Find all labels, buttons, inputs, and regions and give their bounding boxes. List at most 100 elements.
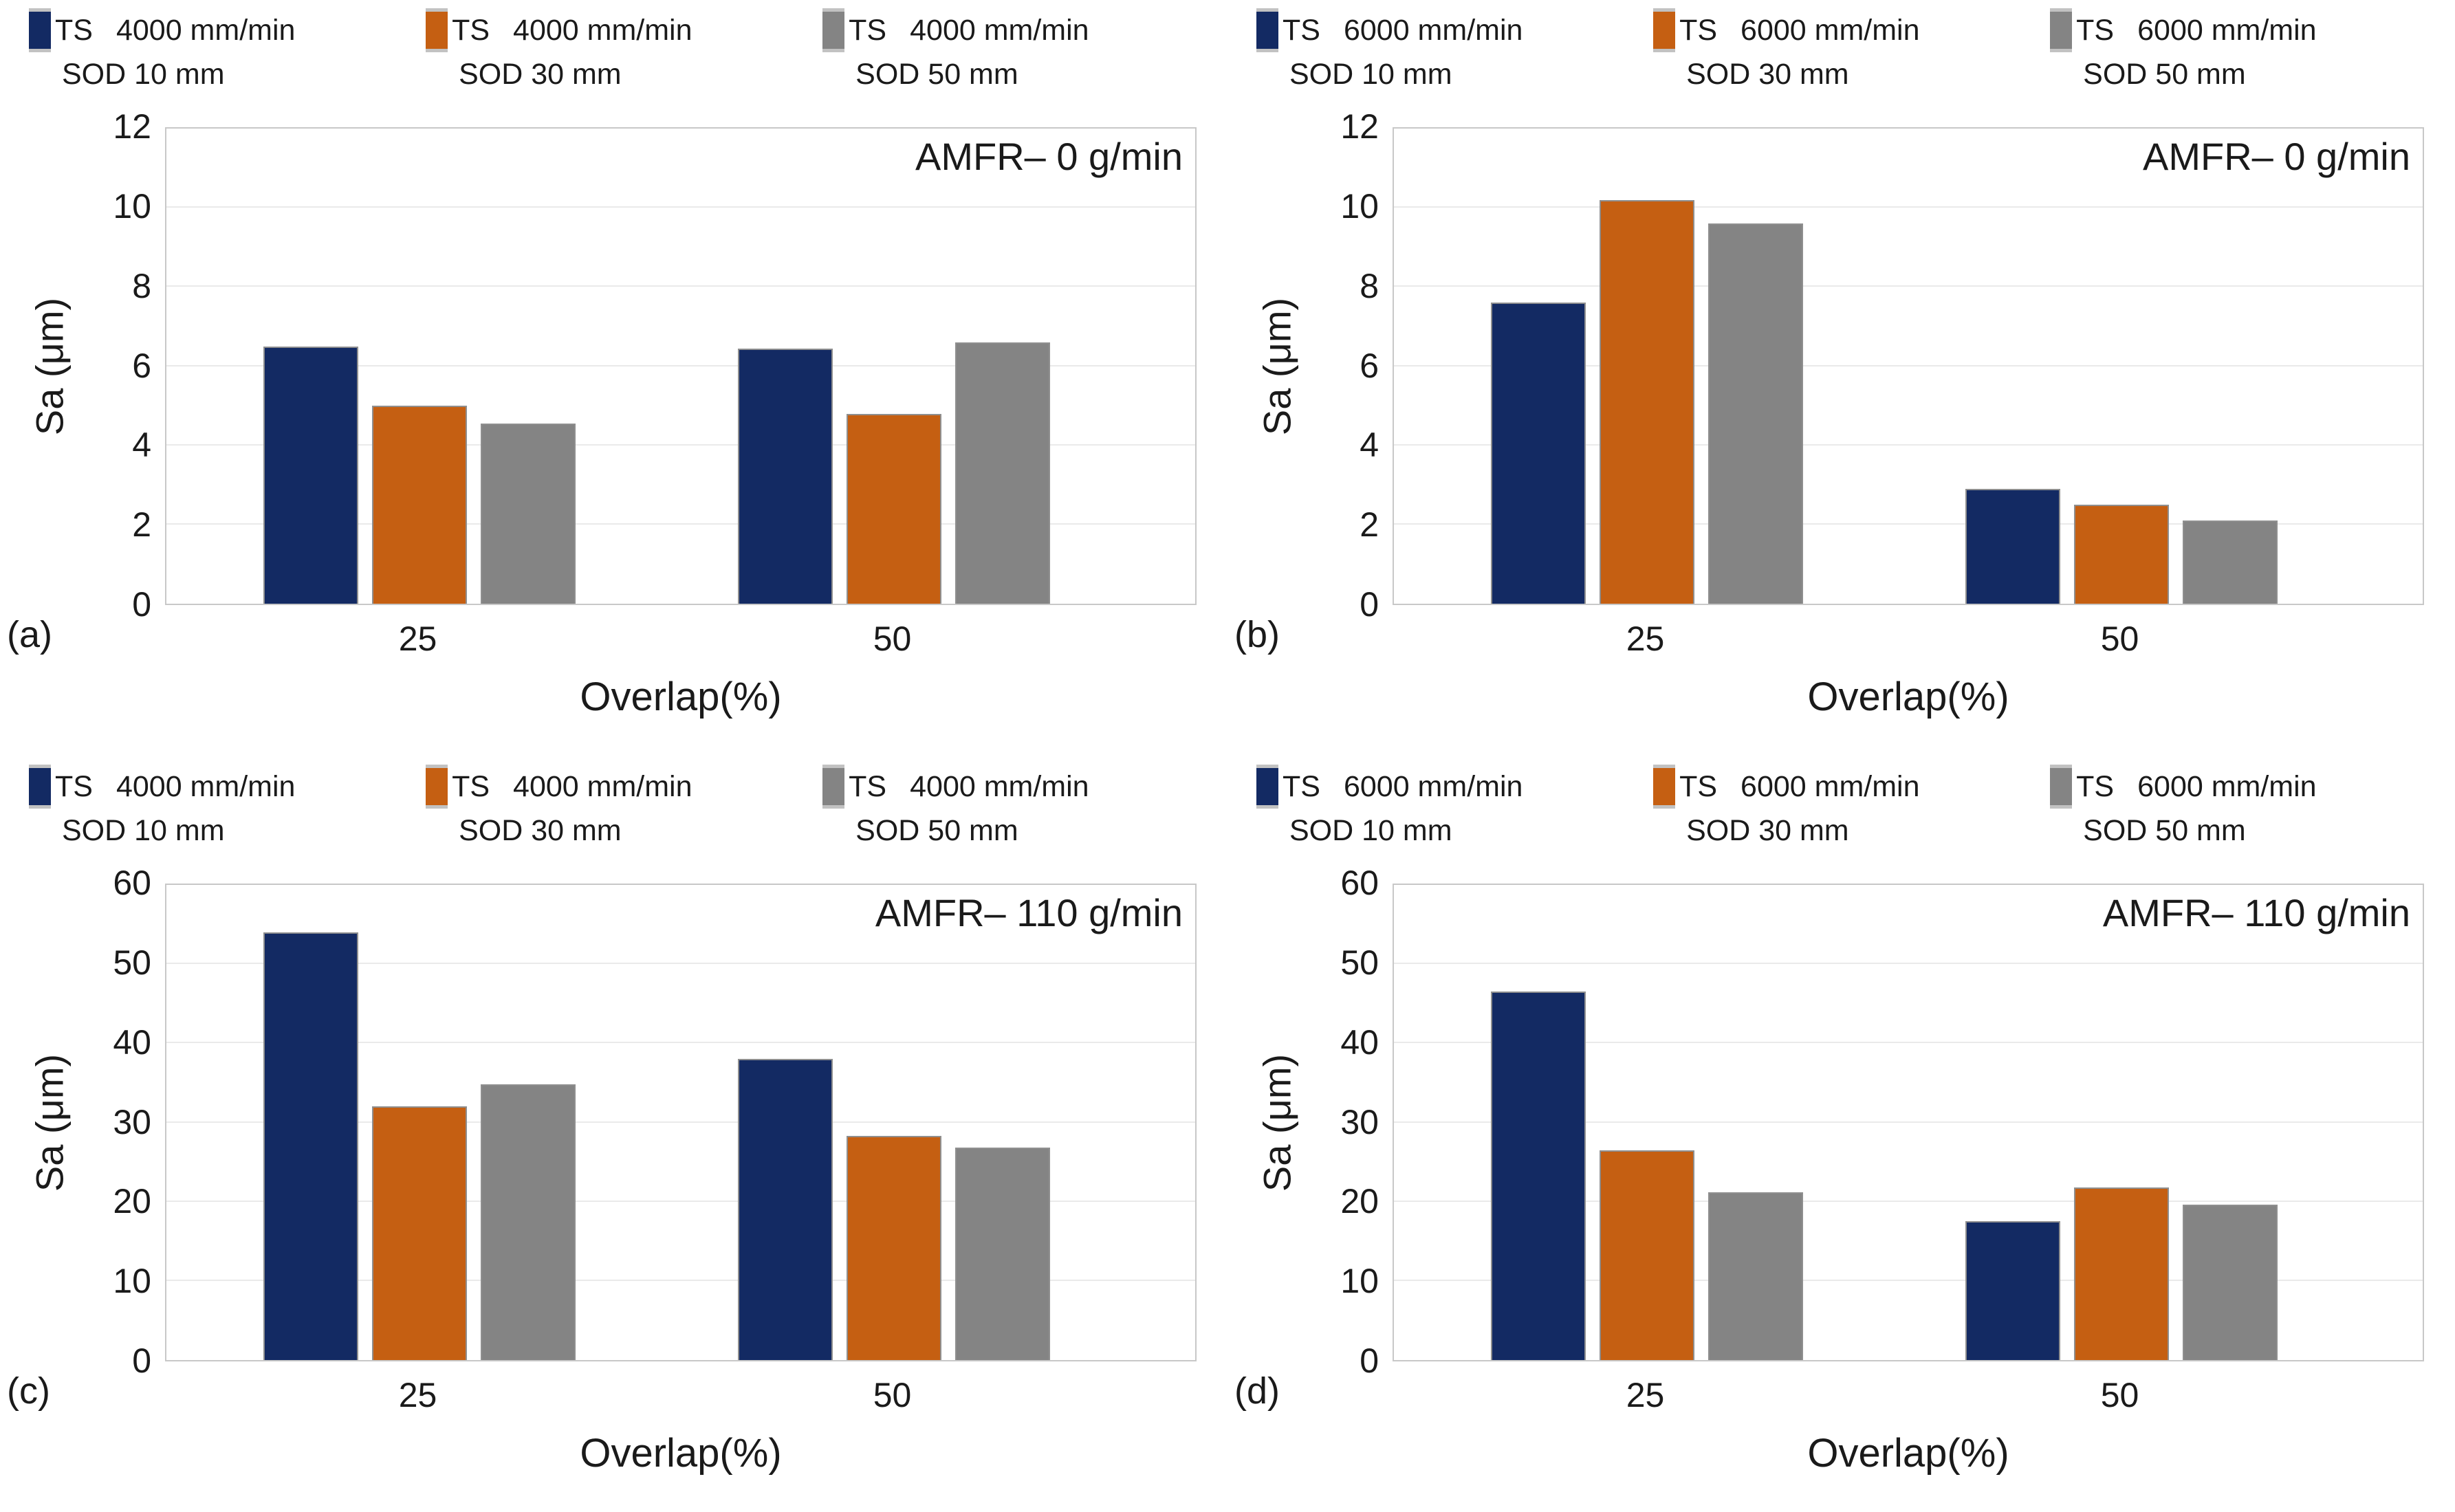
plot-area: AMFR– 0 g/min — [1393, 127, 2424, 605]
y-tick-label: 30 — [113, 1102, 151, 1141]
legend-entry: TS 4000 mm/min SOD 10 mm — [29, 765, 426, 848]
legend-row: TS 4000 mm/min — [29, 765, 426, 809]
legend-sod-label: SOD 10 mm — [62, 814, 225, 847]
legend-row: TS 4000 mm/min — [426, 765, 822, 809]
y-axis-label: Sa (μm) — [28, 1053, 72, 1192]
bar-sod-30-mm — [846, 413, 941, 604]
plot-area: AMFR– 0 g/min — [165, 127, 1197, 605]
legend-ts-label: TS — [1283, 13, 1320, 47]
plot-area: AMFR– 110 g/min — [1393, 884, 2424, 1361]
gridline — [166, 206, 1195, 208]
gridline — [166, 1121, 1195, 1123]
legend-ts-label: TS — [1679, 13, 1718, 47]
y-tick-label: 60 — [113, 864, 151, 902]
y-tick-label: 0 — [1360, 585, 1379, 624]
bar-sod-30-mm — [1599, 1150, 1694, 1360]
bar-sod-10-mm — [1490, 991, 1586, 1360]
y-tick-label: 20 — [1340, 1182, 1379, 1221]
legend-row: TS 6000 mm/min — [2050, 765, 2447, 809]
legend-speed-label: 4000 mm/min — [513, 13, 692, 47]
panel-a: TS 4000 mm/min SOD 10 mm TS 4000 mm/min SOD 3… — [0, 0, 1228, 756]
legend-sod-label: SOD 50 mm — [855, 814, 1018, 847]
gridline — [1394, 206, 2423, 208]
y-tick-label: 50 — [1340, 943, 1379, 982]
legend-swatch — [1653, 8, 1676, 52]
y-tick-label: 6 — [1360, 346, 1379, 385]
legend-swatch — [1256, 8, 1278, 52]
gridline — [1394, 364, 2423, 366]
y-tick-label: 6 — [132, 346, 151, 385]
bar-sod-50-mm — [480, 1084, 576, 1360]
legend-sod-label: SOD 10 mm — [1289, 58, 1452, 91]
y-tick-label: 40 — [1340, 1022, 1379, 1062]
gridline — [166, 523, 1195, 525]
bar-group — [263, 129, 576, 604]
bar-sod-50-mm — [2182, 521, 2278, 604]
gridline — [1394, 1200, 2423, 1202]
panel-b: TS 6000 mm/min SOD 10 mm TS 6000 mm/min SOD 3… — [1228, 0, 2455, 756]
legend-speed-label: 4000 mm/min — [116, 13, 296, 47]
y-tick-label: 0 — [132, 585, 151, 624]
legend-row: TS 6000 mm/min — [1256, 8, 1653, 52]
y-tick-label: 8 — [132, 266, 151, 305]
legend-sod-label: SOD 30 mm — [459, 814, 622, 847]
y-tick-label: 10 — [113, 1262, 151, 1301]
y-tick-label: 0 — [132, 1341, 151, 1380]
x-axis-label: Overlap(%) — [580, 675, 782, 719]
gridline — [166, 1042, 1195, 1044]
legend-entry: TS 4000 mm/min SOD 30 mm — [426, 765, 822, 848]
y-tick-label: 0 — [1360, 1341, 1379, 1380]
legend-swatch — [29, 8, 51, 52]
panel-letter: (a) — [7, 614, 52, 655]
amfr-annotation: AMFR– 0 g/min — [2143, 135, 2410, 178]
bar-group — [1965, 885, 2278, 1360]
legend-speed-label: 6000 mm/min — [1343, 13, 1523, 47]
legend-entry: TS 4000 mm/min SOD 50 mm — [822, 765, 1219, 848]
gridline — [1394, 963, 2423, 965]
bar-sod-50-mm — [1707, 1192, 1803, 1360]
gridline — [1394, 1279, 2423, 1281]
legend: TS 6000 mm/min SOD 10 mm TS 6000 mm/min SOD 3… — [1256, 8, 2448, 91]
panel-c: TS 4000 mm/min SOD 10 mm TS 4000 mm/min SOD 3… — [0, 756, 1228, 1512]
legend-sod-label: SOD 50 mm — [2083, 58, 2246, 91]
legend-entry: TS 4000 mm/min SOD 10 mm — [29, 8, 426, 91]
bar-sod-50-mm — [954, 342, 1050, 604]
bar-group — [737, 885, 1050, 1360]
y-tick-label: 12 — [113, 107, 151, 146]
legend-entry: TS 6000 mm/min SOD 50 mm — [2050, 765, 2447, 848]
legend-swatch — [2050, 765, 2073, 809]
gridline — [166, 1279, 1195, 1281]
y-tick-label: 12 — [1340, 107, 1379, 146]
legend-ts-label: TS — [55, 769, 93, 803]
plot-area: AMFR– 110 g/min — [165, 884, 1197, 1361]
legend-swatch — [1653, 765, 1676, 809]
y-tick-label: 30 — [1340, 1102, 1379, 1141]
legend-ts-label: TS — [849, 769, 887, 803]
legend-row: TS 4000 mm/min — [426, 8, 822, 52]
legend-swatch — [2050, 8, 2073, 52]
legend-sod-label: SOD 10 mm — [1289, 814, 1452, 847]
panel-letter: (b) — [1234, 614, 1280, 655]
legend: TS 4000 mm/min SOD 10 mm TS 4000 mm/min SOD 3… — [29, 8, 1221, 91]
y-tick-label: 50 — [113, 943, 151, 982]
legend-row: TS 6000 mm/min — [1653, 765, 2050, 809]
legend: TS 4000 mm/min SOD 10 mm TS 4000 mm/min SOD 3… — [29, 765, 1221, 848]
bar-group — [1490, 129, 1803, 604]
y-axis-label: Sa (μm) — [1255, 297, 1299, 435]
gridline — [166, 443, 1195, 446]
legend-ts-label: TS — [452, 13, 490, 47]
legend: TS 6000 mm/min SOD 10 mm TS 6000 mm/min SOD 3… — [1256, 765, 2448, 848]
y-tick-label: 4 — [1360, 426, 1379, 465]
bar-sod-50-mm — [1707, 223, 1803, 604]
x-tick-label: 50 — [2100, 620, 2139, 658]
y-tick-label: 10 — [1340, 186, 1379, 226]
x-tick-label: 25 — [1626, 620, 1665, 658]
bar-group — [737, 129, 1050, 604]
legend-row: TS 4000 mm/min — [822, 8, 1219, 52]
x-axis-label: Overlap(%) — [1807, 675, 2009, 719]
legend-swatch — [426, 765, 448, 809]
amfr-annotation: AMFR– 110 g/min — [2102, 891, 2410, 934]
gridline — [1394, 285, 2423, 287]
gridline — [1394, 523, 2423, 525]
bar-sod-10-mm — [1490, 303, 1586, 604]
